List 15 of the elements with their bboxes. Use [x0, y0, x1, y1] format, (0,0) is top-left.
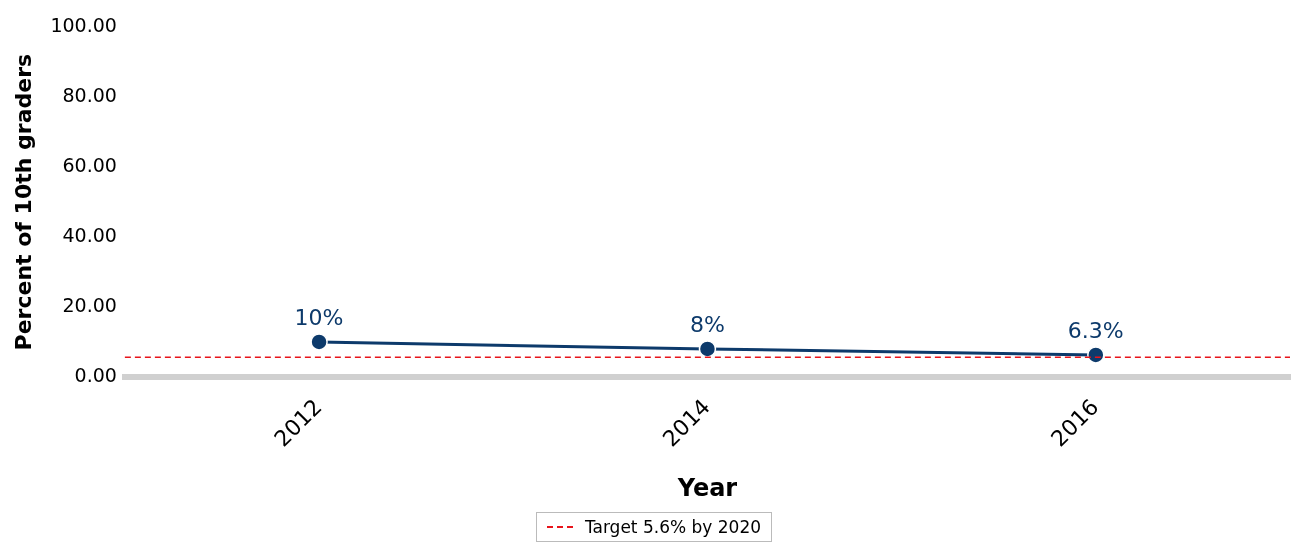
- x-axis-title: Year: [676, 473, 738, 502]
- y-tick-label: 60.00: [62, 154, 117, 177]
- y-tick-label: 40.00: [62, 224, 117, 247]
- data-label: 6.3%: [1067, 317, 1124, 343]
- y-tick-label: 0.00: [74, 363, 117, 386]
- y-tick-label: 100.00: [50, 14, 117, 37]
- data-label: 8%: [689, 311, 725, 337]
- data-label: 10%: [294, 304, 344, 330]
- y-tick-label: 80.00: [62, 84, 117, 107]
- point: [1087, 346, 1105, 364]
- point: [310, 333, 328, 351]
- y-axis-title: Percent of 10th graders: [10, 53, 36, 351]
- y-tick-label: 20.00: [62, 293, 117, 316]
- point: [698, 340, 717, 358]
- legend-label: Target 5.6% by 2020: [584, 517, 762, 537]
